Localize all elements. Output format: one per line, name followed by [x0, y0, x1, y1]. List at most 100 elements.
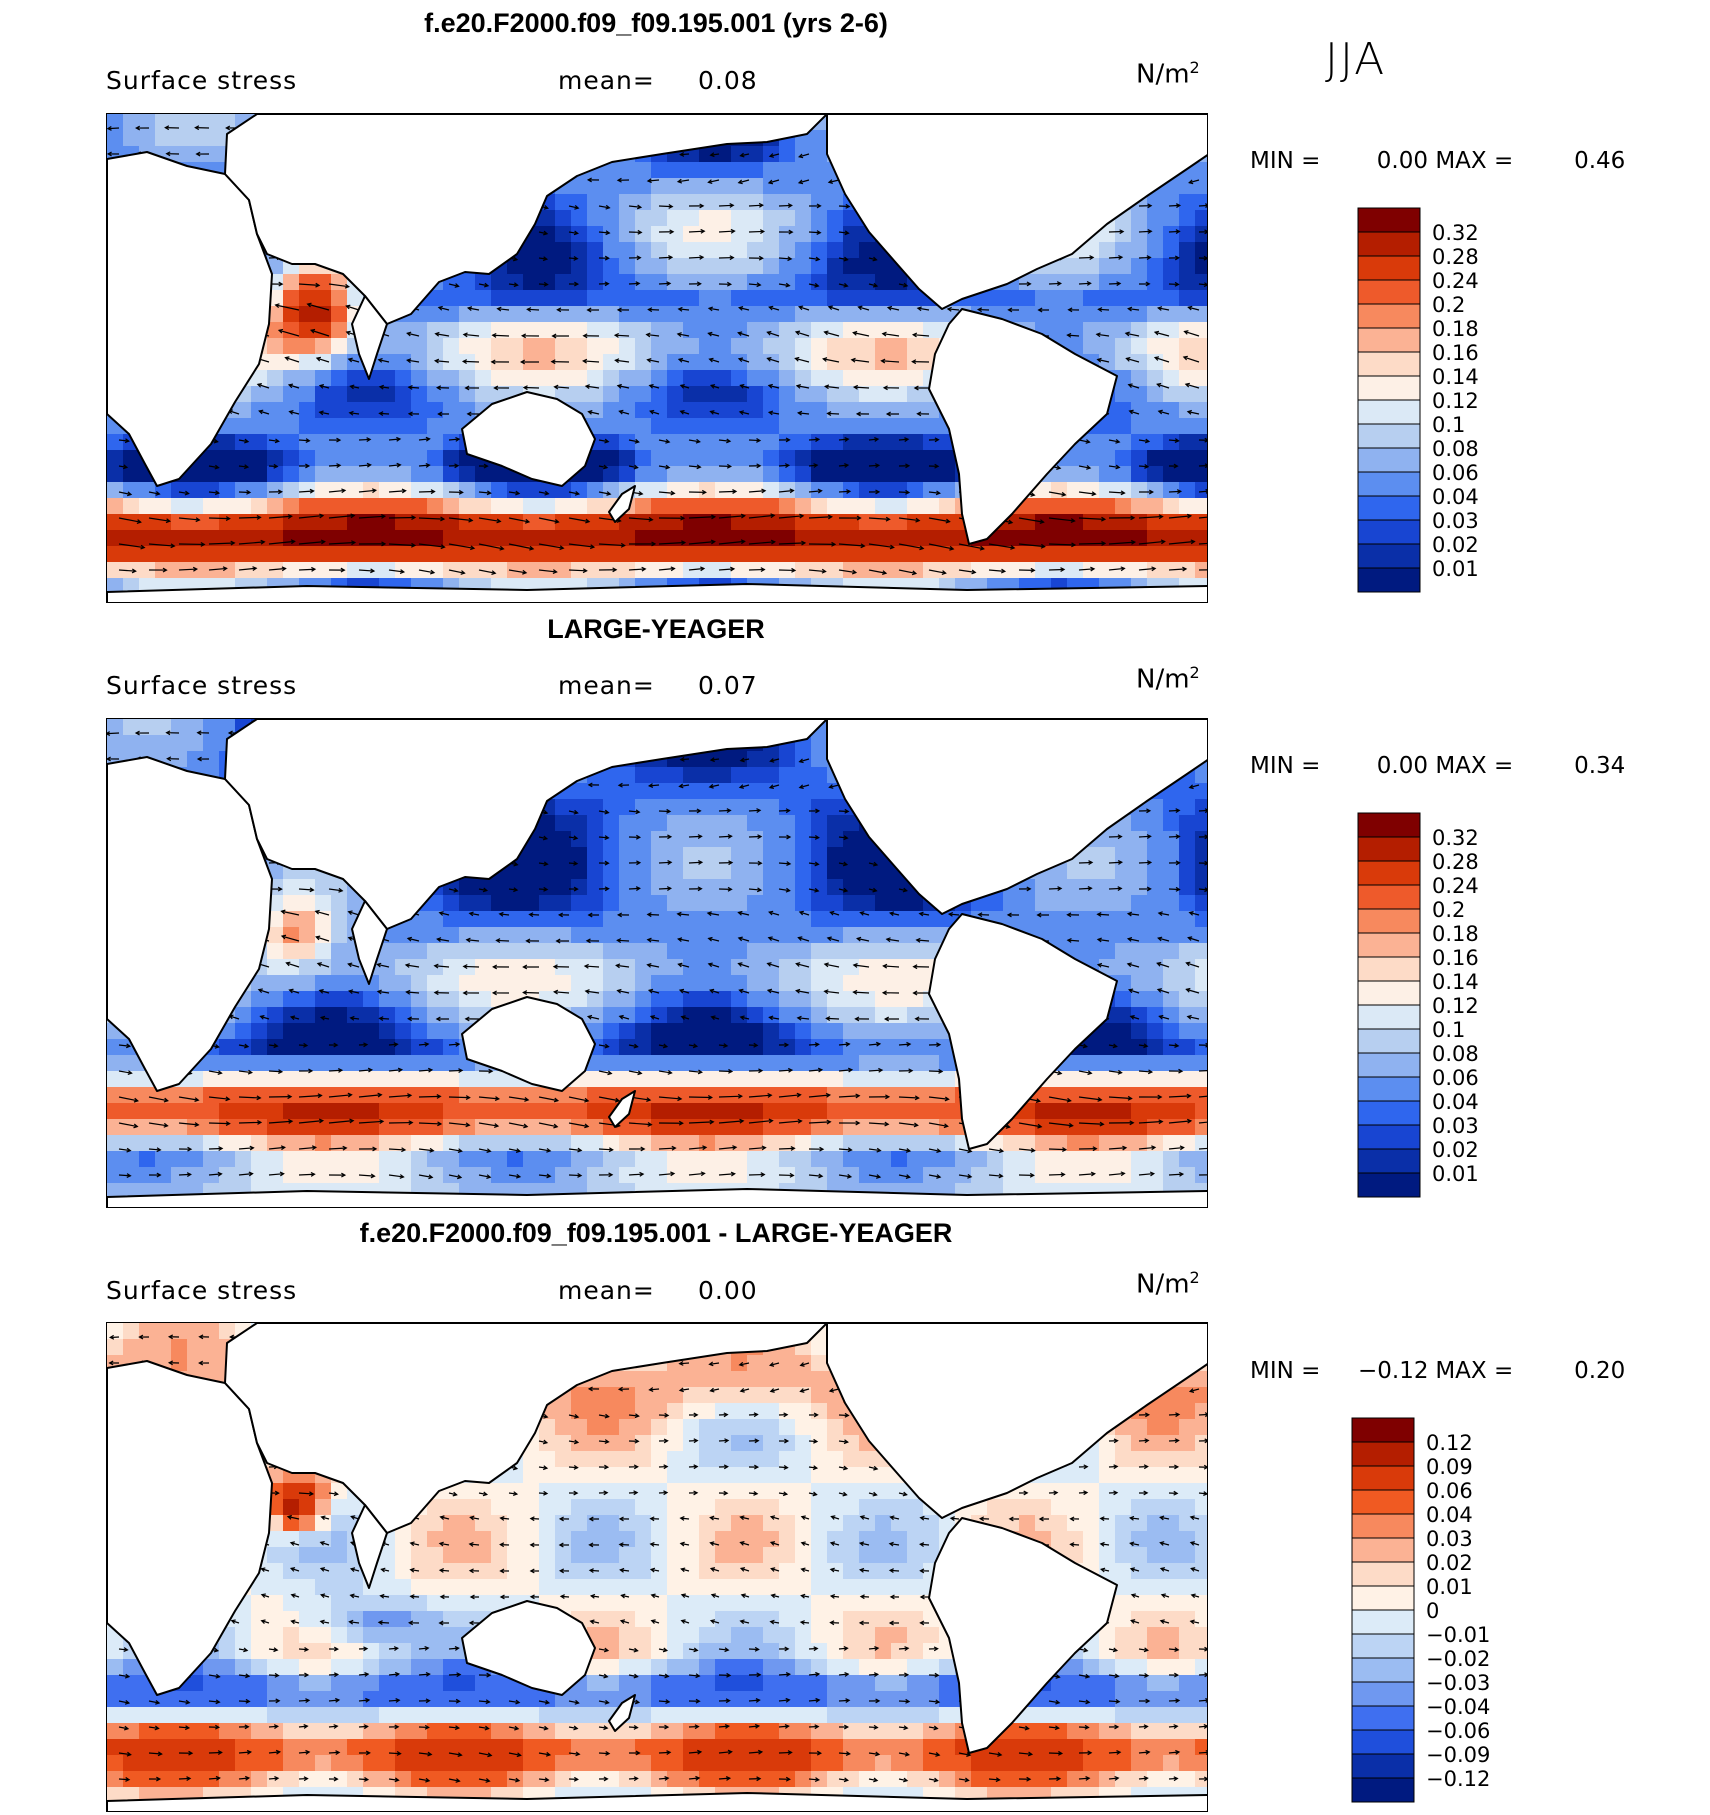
- india-landmass: [351, 900, 388, 985]
- colorbar-swatch: [1357, 279, 1421, 305]
- colorbar-swatch: [1351, 1417, 1415, 1443]
- colorbar-tick-label: −0.02: [1426, 1647, 1490, 1671]
- units-base: N/m: [1136, 59, 1190, 90]
- panel-1-mean-value: 0.08: [698, 66, 758, 95]
- panel-3-mean-label: mean=: [558, 1276, 655, 1305]
- samerica-landmass: [928, 913, 1118, 1150]
- colorbar-swatch: [1357, 1028, 1421, 1054]
- colorbar-tick-label: 0.04: [1426, 1503, 1473, 1527]
- colorbar-tick-label: 0.01: [1432, 557, 1479, 581]
- panel-1-map: [106, 113, 1208, 603]
- colorbar-tick-label: −0.12: [1426, 1767, 1490, 1791]
- colorbar-swatch: [1357, 207, 1421, 233]
- colorbar-tick-label: −0.04: [1426, 1695, 1490, 1719]
- min-value: 0.00: [1376, 753, 1428, 779]
- panel-2-field-label: Surface stress: [106, 671, 298, 700]
- newzealand-landmass: [608, 1090, 636, 1128]
- colorbar-swatch: [1351, 1441, 1415, 1467]
- max-label: MAX =: [1435, 753, 1514, 779]
- colorbar-tick-label: 0.16: [1432, 946, 1479, 970]
- colorbar-swatch: [1357, 303, 1421, 329]
- panel-1-units: N/m2: [1136, 58, 1200, 90]
- panel-1-colorbar: 0.32 0.28 0.24 0.2 0.18 0.16 0.14 0.12 0.1 0.08 0.…: [1357, 207, 1558, 594]
- colorbar-swatch: [1351, 1633, 1415, 1659]
- namerica-landmass: [826, 114, 1207, 310]
- newzealand-landmass: [608, 485, 636, 523]
- colorbar-swatch: [1357, 1004, 1421, 1030]
- colorbar-tick-label: 0.2: [1432, 898, 1465, 922]
- colorbar-tick-label: 0.1: [1432, 413, 1465, 437]
- panel-2-mean-value: 0.07: [698, 671, 758, 700]
- india-landmass: [351, 1504, 388, 1589]
- namerica-landmass: [826, 1323, 1207, 1519]
- panel-2-units: N/m2: [1136, 663, 1200, 695]
- max-value: 0.20: [1574, 1358, 1626, 1384]
- africa-landmass: [107, 756, 273, 1092]
- colorbar-swatch: [1351, 1489, 1415, 1515]
- colorbar-tick-label: 0.02: [1432, 1138, 1479, 1162]
- colorbar-swatch: [1351, 1753, 1415, 1779]
- panel-2-map: [106, 718, 1208, 1208]
- colorbar-swatch: [1357, 375, 1421, 401]
- colorbar-swatch: [1357, 836, 1421, 862]
- colorbar-tick-label: 0.24: [1432, 269, 1479, 293]
- colorbar-swatch: [1351, 1609, 1415, 1635]
- colorbar-swatch: [1357, 1100, 1421, 1126]
- colorbar-tick-label: 0.12: [1432, 994, 1479, 1018]
- eurasia-landmass: [224, 114, 1207, 325]
- panel-1-field-label: Surface stress: [106, 66, 298, 95]
- colorbar-tick-label: 0.04: [1432, 485, 1479, 509]
- colorbar-tick-label: 0.03: [1426, 1527, 1473, 1551]
- units-exponent: 2: [1189, 1268, 1200, 1287]
- colorbar-swatch: [1357, 956, 1421, 982]
- max-value: 0.46: [1574, 148, 1626, 174]
- colorbar-swatch: [1357, 908, 1421, 934]
- colorbar-swatch: [1357, 567, 1421, 593]
- colorbar-swatch: [1351, 1729, 1415, 1755]
- panel-2-colorbar: 0.32 0.28 0.24 0.2 0.18 0.16 0.14 0.12 0.1 0.08 0.…: [1357, 812, 1558, 1199]
- australia-landmass: [461, 996, 596, 1092]
- colorbar-swatch: [1357, 1076, 1421, 1102]
- units-base: N/m: [1136, 664, 1190, 695]
- colorbar-swatch: [1357, 932, 1421, 958]
- colorbar-swatch: [1357, 543, 1421, 569]
- colorbar-tick-label: 0.12: [1426, 1431, 1473, 1455]
- colorbar-tick-label: 0.03: [1432, 1114, 1479, 1138]
- newzealand-landmass: [608, 1694, 636, 1732]
- africa-landmass: [107, 1360, 273, 1696]
- min-label: MIN =: [1250, 1358, 1321, 1384]
- australia-landmass: [461, 391, 596, 487]
- colorbar-tick-label: 0.12: [1432, 389, 1479, 413]
- panel-3-units: N/m2: [1136, 1268, 1200, 1300]
- colorbar-swatch: [1351, 1513, 1415, 1539]
- africa-landmass: [107, 151, 273, 487]
- colorbar-tick-label: 0.01: [1432, 1162, 1479, 1186]
- colorbar-tick-label: 0.08: [1432, 1042, 1479, 1066]
- max-label: MAX =: [1435, 1358, 1514, 1384]
- units-exponent: 2: [1189, 58, 1200, 77]
- panel-2-mean-label: mean=: [558, 671, 655, 700]
- colorbar-swatch: [1351, 1585, 1415, 1611]
- colorbar-swatch: [1357, 1052, 1421, 1078]
- colorbar-tick-label: 0.32: [1432, 221, 1479, 245]
- min-label: MIN =: [1250, 148, 1321, 174]
- colorbar-tick-label: −0.06: [1426, 1719, 1490, 1743]
- min-label: MIN =: [1250, 753, 1321, 779]
- colorbar-tick-label: −0.09: [1426, 1743, 1490, 1767]
- colorbar-swatch: [1357, 495, 1421, 521]
- colorbar-swatch: [1351, 1561, 1415, 1587]
- season-label: JJA: [1325, 34, 1387, 85]
- panel-3-mean-value: 0.00: [698, 1276, 758, 1305]
- colorbar-tick-label: 0.1: [1432, 1018, 1465, 1042]
- colorbar-tick-label: 0.06: [1432, 461, 1479, 485]
- colorbar-swatch: [1357, 255, 1421, 281]
- colorbar-swatch: [1357, 884, 1421, 910]
- colorbar-tick-label: 0.03: [1432, 509, 1479, 533]
- max-label: MAX =: [1435, 148, 1514, 174]
- colorbar-swatch: [1351, 1657, 1415, 1683]
- colorbar-swatch: [1351, 1681, 1415, 1707]
- samerica-landmass: [928, 1517, 1118, 1754]
- colorbar-tick-label: −0.01: [1426, 1623, 1490, 1647]
- antarctica-landmass: [107, 1188, 1207, 1207]
- india-landmass: [351, 295, 388, 380]
